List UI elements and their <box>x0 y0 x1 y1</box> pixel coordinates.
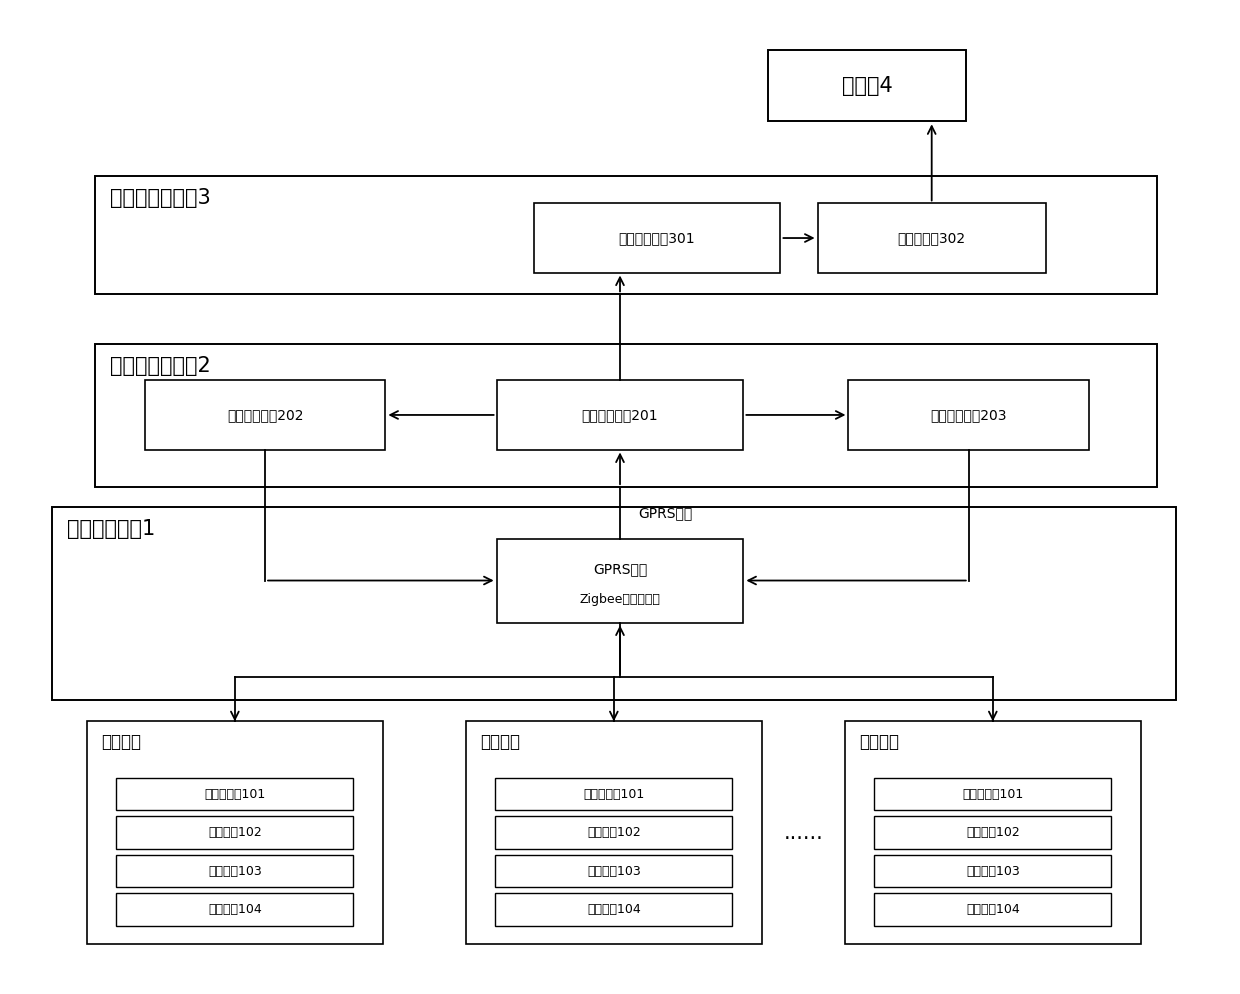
Text: 传输模块103: 传输模块103 <box>587 865 641 878</box>
Text: 气体传感器101: 气体传感器101 <box>962 787 1023 800</box>
Text: 气体传感器101: 气体传感器101 <box>205 787 265 800</box>
Text: ......: ...... <box>784 823 823 843</box>
Text: 数据采集前竺1: 数据采集前竺1 <box>67 519 155 539</box>
FancyBboxPatch shape <box>117 855 353 888</box>
Text: 监测中心服务卨3: 监测中心服务卨3 <box>110 188 211 208</box>
FancyBboxPatch shape <box>495 894 733 926</box>
FancyBboxPatch shape <box>496 381 744 449</box>
FancyBboxPatch shape <box>533 204 780 272</box>
Text: 气体传感器101: 气体传感器101 <box>583 787 645 800</box>
Text: 数据传输模块201: 数据传输模块201 <box>582 408 658 422</box>
Text: GPRS网络: GPRS网络 <box>639 506 693 520</box>
Text: 采集节点: 采集节点 <box>102 734 141 751</box>
FancyBboxPatch shape <box>117 777 353 810</box>
FancyBboxPatch shape <box>844 722 1141 943</box>
FancyBboxPatch shape <box>95 176 1157 294</box>
Text: 采集节点: 采集节点 <box>859 734 899 751</box>
FancyBboxPatch shape <box>768 51 966 121</box>
Text: 命令控制模块202: 命令控制模块202 <box>227 408 304 422</box>
FancyBboxPatch shape <box>87 722 383 943</box>
FancyBboxPatch shape <box>874 855 1111 888</box>
Text: 应用服务器302: 应用服务器302 <box>898 231 966 246</box>
Text: 电源模块104: 电源模块104 <box>208 904 262 916</box>
Text: 数据库服务器301: 数据库服务器301 <box>619 231 696 246</box>
FancyBboxPatch shape <box>496 539 744 622</box>
Text: 微处理器102: 微处理器102 <box>966 826 1019 839</box>
FancyBboxPatch shape <box>495 855 733 888</box>
Text: 状态控制模块203: 状态控制模块203 <box>930 408 1007 422</box>
FancyBboxPatch shape <box>95 344 1157 487</box>
Text: 传输模块103: 传输模块103 <box>208 865 262 878</box>
FancyBboxPatch shape <box>848 381 1089 449</box>
FancyBboxPatch shape <box>466 722 761 943</box>
FancyBboxPatch shape <box>145 381 386 449</box>
FancyBboxPatch shape <box>817 204 1045 272</box>
FancyBboxPatch shape <box>495 777 733 810</box>
Text: Zigbee协调器节点: Zigbee协调器节点 <box>579 593 661 606</box>
FancyBboxPatch shape <box>874 894 1111 926</box>
FancyBboxPatch shape <box>117 894 353 926</box>
FancyBboxPatch shape <box>874 777 1111 810</box>
FancyBboxPatch shape <box>117 816 353 849</box>
Text: 中间管理服务务2: 中间管理服务务2 <box>110 356 211 376</box>
Text: 传输模块103: 传输模块103 <box>966 865 1019 878</box>
FancyBboxPatch shape <box>495 816 733 849</box>
FancyBboxPatch shape <box>52 507 1176 700</box>
Text: 采集节点: 采集节点 <box>481 734 521 751</box>
Text: 客户竺4: 客户竺4 <box>842 76 893 95</box>
Text: 微处理器102: 微处理器102 <box>587 826 641 839</box>
Text: 微处理器102: 微处理器102 <box>208 826 262 839</box>
FancyBboxPatch shape <box>874 816 1111 849</box>
Text: 电源模块104: 电源模块104 <box>587 904 641 916</box>
Text: GPRS网关: GPRS网关 <box>593 563 647 577</box>
Text: 电源模块104: 电源模块104 <box>966 904 1019 916</box>
